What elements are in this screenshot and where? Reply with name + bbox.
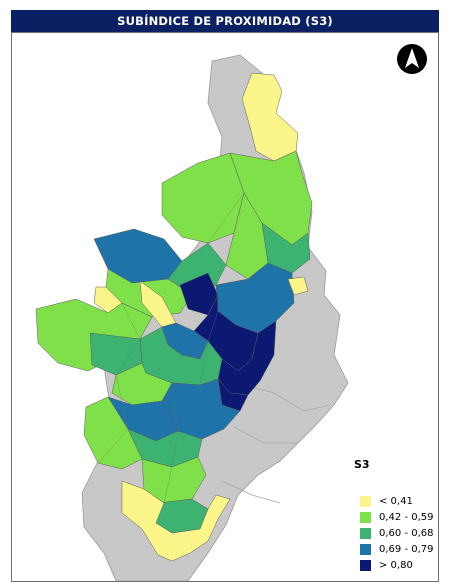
rural-boundary-line <box>243 384 331 412</box>
legend-swatch <box>360 543 371 555</box>
legend-item: > 0,80 <box>360 558 434 572</box>
map-frame <box>11 32 439 582</box>
north-arrow-icon <box>397 44 427 74</box>
legend-label: 0,60 - 0,68 <box>379 527 434 539</box>
legend-label: > 0,80 <box>379 559 413 571</box>
locality-boundary-line <box>163 382 179 504</box>
legend-item: 0,42 - 0,59 <box>360 510 434 524</box>
legend-swatch <box>360 527 371 539</box>
legend-item: 0,69 - 0,79 <box>360 542 434 556</box>
map-canvas <box>35 44 427 581</box>
map-zone <box>83 396 143 470</box>
rural-boundary-line <box>221 480 281 504</box>
map-legend: S3 < 0,41 0,42 - 0,59 0,60 - 0,68 0,69 -… <box>338 452 434 572</box>
locality-boundary-line <box>181 192 245 262</box>
legend-title: S3 <box>354 458 370 471</box>
map-zone <box>287 276 309 296</box>
legend-swatch <box>360 559 371 571</box>
legend-label: < 0,41 <box>379 495 413 507</box>
map-title: SUBÍNDICE DE PROXIMIDAD (S3) <box>11 10 439 32</box>
locality-boundary-line <box>199 284 219 386</box>
locality-boundary-line <box>97 302 141 464</box>
legend-swatch <box>360 511 371 523</box>
rural-boundary-line <box>233 426 298 444</box>
legend-item: 0,60 - 0,68 <box>360 526 434 540</box>
legend-label: 0,42 - 0,59 <box>379 511 434 523</box>
map-zone <box>161 152 245 244</box>
legend-label: 0,69 - 0,79 <box>379 543 434 555</box>
legend-swatch <box>360 495 371 507</box>
map-zone <box>121 480 231 562</box>
legend-item: < 0,41 <box>360 494 434 508</box>
